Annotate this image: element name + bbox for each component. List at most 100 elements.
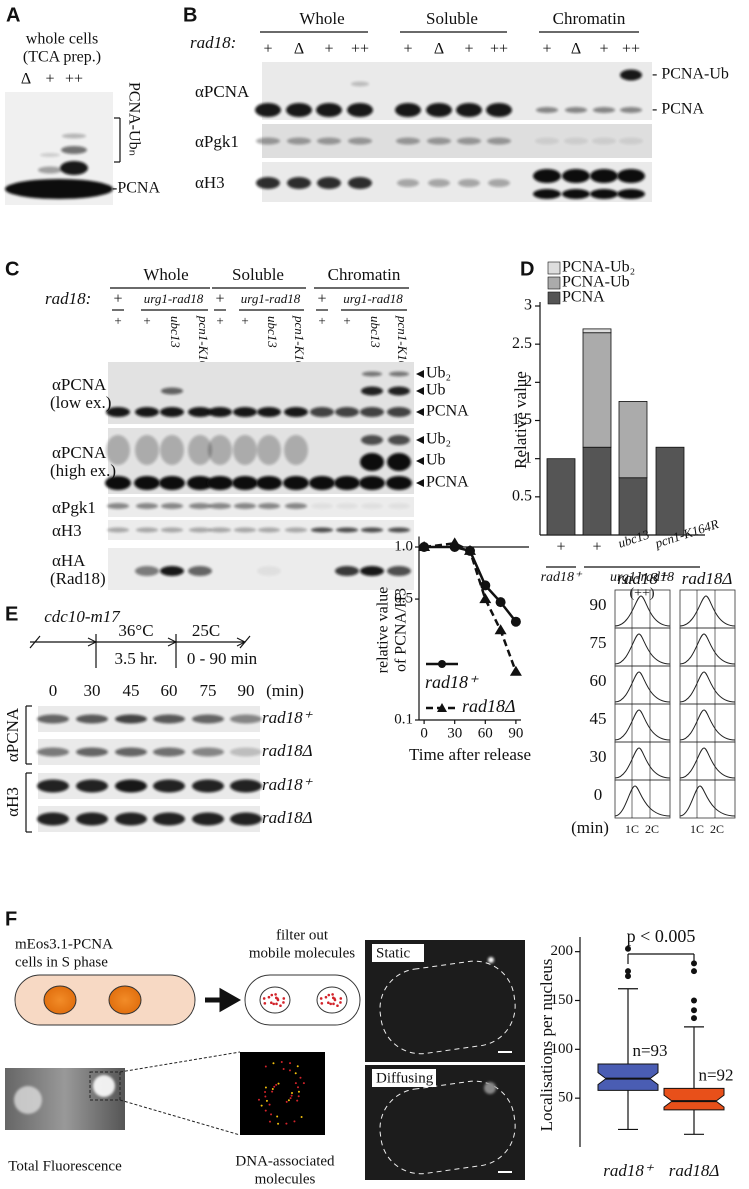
dot [336,1004,339,1008]
time-label: 75 [200,681,217,700]
band [316,103,342,117]
band [40,153,60,157]
histogram-box [614,779,671,819]
legend-swatch [547,291,561,305]
scale-bar [498,1051,512,1173]
nucleus-signal [93,1075,115,1097]
localisation-image [240,1052,325,1135]
legend-swatch [547,261,561,275]
band [619,137,643,145]
x-tick-label: 2C [645,822,659,836]
dot [300,1116,303,1119]
band [258,527,280,533]
dot [270,1113,273,1116]
band [256,177,280,189]
band [565,107,587,113]
band [396,137,420,145]
dot [339,997,343,1000]
marker [495,597,506,608]
band [153,714,185,724]
lane-label: ++ [65,71,83,88]
bar-segment [582,446,612,536]
title: (TCA prep.) [23,49,101,66]
band [234,503,256,509]
antibody-label: αPCNA [3,707,22,762]
dot [293,1120,296,1123]
x-tick-label: 1C [690,822,704,836]
band [362,371,382,377]
dot [287,1099,290,1102]
band [256,476,282,490]
band [334,476,360,490]
marker [479,593,492,604]
band [192,812,224,826]
marker [510,616,521,627]
panel-letter: F [5,908,17,930]
time-label: 60 [590,671,607,690]
lane-label: ++ [351,41,369,58]
band [361,435,383,445]
dot [280,1061,283,1064]
histogram [679,785,736,817]
dot [288,1069,291,1072]
band [115,714,147,724]
band [161,503,183,509]
band [458,179,480,187]
band [285,503,307,509]
blot [38,806,260,832]
band [76,747,108,757]
panel-letter: A [6,4,20,26]
band [311,527,333,533]
band [192,747,224,757]
lane-label: ubc13 [168,316,183,348]
band [426,103,452,117]
dot [296,1065,299,1068]
lane-label: + [403,41,412,58]
band [106,407,130,417]
dot [320,1002,324,1005]
caption: mEos3.1-PCNA [15,936,113,952]
x-tick-label: + [556,539,565,556]
dot [268,1120,271,1123]
band [209,503,231,509]
dot [294,1082,297,1085]
band [188,566,212,576]
band [486,103,512,117]
band [230,747,262,757]
band [388,503,410,509]
time-label: 60 [161,681,178,700]
band [76,714,108,724]
y-tick-label: 200 [551,943,574,959]
lane-label: + [542,41,551,58]
band [285,527,307,533]
band [255,103,281,117]
nucleus-signal [14,1086,42,1114]
cell-shape [14,974,196,1026]
row-label: rad18Δ [262,808,313,827]
band [153,779,185,793]
band [536,107,558,113]
band [115,812,147,826]
caption: mobile molecules [249,945,355,961]
band-label: Ub [426,452,446,469]
band [287,177,311,189]
dot [291,1092,293,1094]
lane-label: Δ [294,41,304,58]
group-label: rad18⁺ [541,570,583,585]
lane-label: + [343,313,350,328]
band-label: - PCNA-Ub [652,66,729,83]
temperature-label: 36°C [118,621,153,640]
band [107,503,129,509]
band [388,386,410,396]
band [361,527,383,533]
x-axis-label: Time after release [409,745,531,764]
lane-label: Δ [21,71,31,88]
bar-segment [618,401,648,479]
cell-outline [379,1080,516,1175]
dot [319,997,323,1000]
band [348,177,372,189]
band [564,137,588,145]
band [38,166,62,174]
band [361,503,383,509]
dot [274,996,278,1000]
